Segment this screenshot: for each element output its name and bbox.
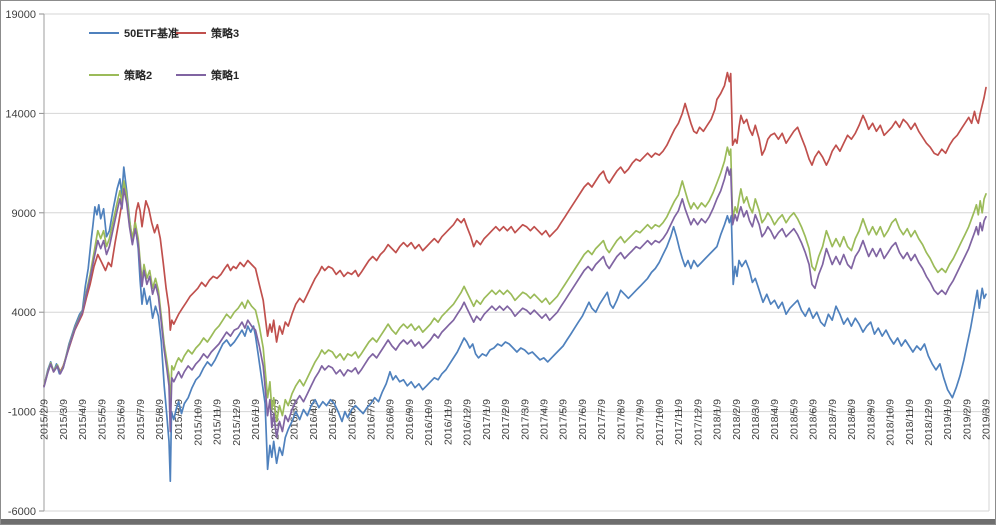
legend-item-50etf: 50ETF基准 bbox=[89, 25, 179, 41]
x-tick-label: 2019/3/9 bbox=[981, 399, 993, 440]
x-tick-label: 2016/7/9 bbox=[365, 399, 377, 440]
x-tick-label: 2018/7/9 bbox=[827, 399, 839, 440]
x-tick-label: 2019/1/9 bbox=[942, 399, 954, 440]
x-tick-label: 2016/9/9 bbox=[404, 399, 416, 440]
x-tick-label: 2015/11/9 bbox=[212, 399, 224, 445]
series-line-策略2 bbox=[43, 146, 987, 423]
x-tick-label: 2018/4/9 bbox=[769, 399, 781, 440]
x-tick-label: 2017/4/9 bbox=[539, 399, 551, 440]
legend-item-strategy3: 策略3 bbox=[176, 25, 239, 41]
x-tick-label: 2018/6/9 bbox=[808, 399, 820, 440]
legend-label-strategy1: 策略1 bbox=[211, 70, 240, 82]
x-tick-label: 2018/2/9 bbox=[731, 399, 743, 440]
x-tick-label: 2018/5/9 bbox=[788, 399, 800, 440]
x-tick-label: 2017/12/9 bbox=[692, 399, 704, 446]
y-tick-label: 4000 bbox=[12, 307, 36, 319]
series-line-策略3 bbox=[43, 71, 987, 387]
x-tick-label: 2018/10/9 bbox=[885, 399, 897, 446]
x-tick-label: 2015/3/9 bbox=[58, 399, 70, 440]
x-tick-label: 2018/3/9 bbox=[750, 399, 762, 440]
x-tick-label: 2016/12/9 bbox=[462, 399, 474, 446]
x-tick-label: 2017/7/9 bbox=[596, 399, 608, 440]
y-tick-label: 19000 bbox=[5, 9, 36, 21]
x-tick-label: 2015/4/9 bbox=[77, 399, 89, 440]
x-tick-label: 2017/9/9 bbox=[635, 399, 647, 440]
x-tick-label: 2016/11/9 bbox=[442, 399, 454, 445]
x-tick-label: 2018/9/9 bbox=[865, 399, 877, 440]
legend-label-strategy3: 策略3 bbox=[211, 28, 240, 40]
legend-line-strategy2-icon bbox=[89, 74, 119, 76]
series-line-策略1 bbox=[43, 166, 987, 439]
x-tick-label: 2015/6/9 bbox=[116, 399, 128, 440]
x-tick-label: 2018/8/9 bbox=[846, 399, 858, 440]
x-tick-label: 2017/3/9 bbox=[519, 399, 531, 440]
x-tick-label: 2017/1/9 bbox=[481, 399, 493, 440]
legend-line-50etf-icon bbox=[89, 32, 119, 34]
legend-item-strategy2: 策略2 bbox=[89, 67, 152, 83]
legend-label-50etf: 50ETF基准 bbox=[124, 28, 180, 40]
x-tick-label: 2017/5/9 bbox=[558, 399, 570, 440]
x-tick-label: 2016/6/9 bbox=[346, 399, 358, 440]
y-tick-label: -1000 bbox=[8, 407, 36, 419]
x-tick-label: 2015/5/9 bbox=[96, 399, 108, 440]
x-tick-label: 2016/5/9 bbox=[327, 399, 339, 440]
x-tick-label: 2015/7/9 bbox=[135, 399, 147, 440]
legend-line-strategy3-icon bbox=[176, 32, 206, 34]
x-tick-label: 2018/1/9 bbox=[712, 399, 724, 440]
x-tick-label: 2017/8/9 bbox=[615, 399, 627, 440]
legend-label-strategy2: 策略2 bbox=[124, 70, 153, 82]
x-tick-label: 2016/10/9 bbox=[423, 399, 435, 446]
window-bottom-bar bbox=[1, 519, 995, 524]
x-tick-label: 2016/1/9 bbox=[250, 399, 262, 440]
x-tick-label: 2018/12/9 bbox=[923, 399, 935, 446]
x-tick-label: 2017/11/9 bbox=[673, 399, 685, 445]
series-line-50ETF基准 bbox=[43, 166, 987, 483]
x-tick-label: 2018/11/9 bbox=[904, 399, 916, 445]
x-tick-label: 2017/10/9 bbox=[654, 399, 666, 446]
x-tick-label: 2019/2/9 bbox=[961, 399, 973, 440]
legend-line-strategy1-icon bbox=[176, 74, 206, 76]
y-tick-label: -6000 bbox=[8, 506, 36, 518]
y-tick-label: 14000 bbox=[5, 108, 36, 120]
x-tick-label: 2016/4/9 bbox=[308, 399, 320, 440]
x-tick-label: 2015/10/9 bbox=[192, 399, 204, 446]
x-tick-label: 2015/12/9 bbox=[231, 399, 243, 446]
y-tick-label: 9000 bbox=[12, 208, 36, 220]
x-tick-label: 2016/8/9 bbox=[385, 399, 397, 440]
x-tick-label: 2015/8/9 bbox=[154, 399, 166, 440]
legend-item-strategy1: 策略1 bbox=[176, 67, 239, 83]
x-tick-label: 2017/6/9 bbox=[577, 399, 589, 440]
x-tick-label: 2017/2/9 bbox=[500, 399, 512, 440]
x-tick-label: 2015/2/9 bbox=[39, 399, 51, 440]
